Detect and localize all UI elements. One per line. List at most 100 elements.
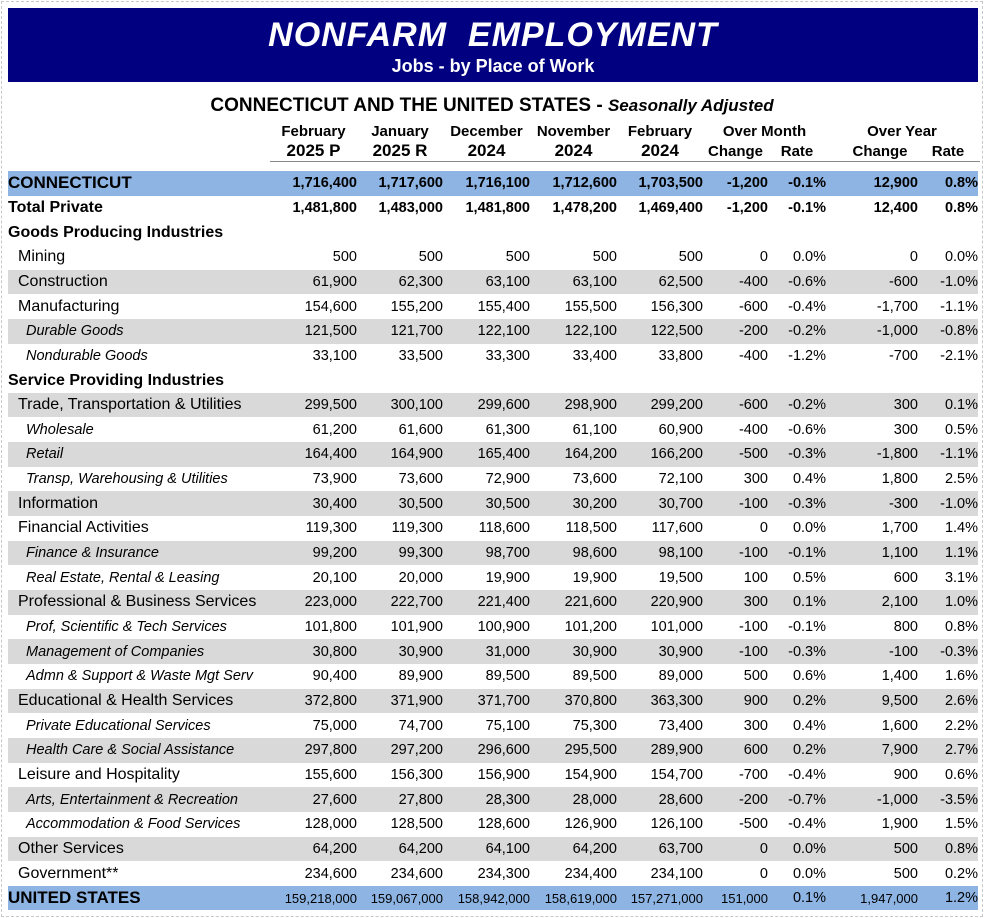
table-row: Government** 234,600 234,600 234,300 234,400… <box>8 861 978 886</box>
table-cell: 155,200 <box>390 298 443 315</box>
table-cell: 128,600 <box>477 816 530 833</box>
table-cell: -0.6% <box>788 273 826 290</box>
table-cell: -400 <box>738 347 768 364</box>
table-cell: -0.4% <box>788 766 826 783</box>
table-cell: 89,900 <box>398 668 443 685</box>
table-cell: -1,200 <box>726 199 768 216</box>
table-cell: 1,483,000 <box>378 199 443 216</box>
table-cell: 3.1% <box>944 569 978 586</box>
row-label: Mining <box>18 248 66 266</box>
table-row: Nondurable Goods 33,100 33,500 33,300 33,400… <box>8 344 978 369</box>
table-cell: 1,478,200 <box>552 199 617 216</box>
table-cell: 122,100 <box>477 323 530 340</box>
table-cell: 234,600 <box>390 865 443 882</box>
table-cell: 800 <box>893 619 918 635</box>
table-cell: 1,716,100 <box>465 175 530 192</box>
table-cell: -1.1% <box>940 446 978 463</box>
table-cell: 299,200 <box>650 397 703 414</box>
table-cell: 500 <box>592 249 617 266</box>
table-cell: 19,500 <box>658 569 703 586</box>
table-cell: -0.1% <box>788 175 826 192</box>
table-cell: 500 <box>893 865 918 882</box>
table-cell: 0.1% <box>944 397 978 414</box>
table-cell: -2.1% <box>940 347 978 364</box>
table-cell: 89,000 <box>658 668 703 685</box>
row-label: Finance & Insurance <box>26 545 159 562</box>
table-cell: 61,300 <box>485 421 530 438</box>
row-label: Educational & Health Services <box>18 691 234 709</box>
year-change-header: Change <box>852 143 908 160</box>
table-cell: 126,900 <box>564 816 617 833</box>
table-cell: 98,700 <box>485 545 530 562</box>
table-cell: 234,600 <box>304 865 357 882</box>
table-cell: 155,500 <box>564 298 617 315</box>
table-cell: 1,400 <box>881 668 918 685</box>
table-cell: -400 <box>738 273 768 290</box>
table-cell: -1.0% <box>940 273 978 290</box>
table-cell: -700 <box>888 347 918 364</box>
row-label: Arts, Entertainment & Recreation <box>26 791 238 808</box>
column-header: February 2025 P <box>270 122 357 162</box>
table-cell: 0 <box>759 840 768 857</box>
table-row: UNITED STATES 159,218,000 159,067,000 158,9… <box>8 885 978 911</box>
table-cell: 297,200 <box>390 742 443 759</box>
table-cell: 0.0% <box>792 865 826 882</box>
table-cell: 300 <box>743 717 768 734</box>
table-cell: 1,900 <box>881 816 918 833</box>
table-cell: 121,500 <box>304 323 357 340</box>
row-label: Durable Goods <box>26 323 124 340</box>
table-cell: 33,500 <box>398 347 443 364</box>
column-header: December 2024 <box>443 122 530 162</box>
table-cell: 0.8% <box>944 619 978 635</box>
table-cell: 30,500 <box>485 495 530 512</box>
table-cell: 500 <box>743 668 768 685</box>
row-label: Real Estate, Rental & Leasing <box>26 569 220 586</box>
table-cell: 2.6% <box>944 692 978 709</box>
page-title: NONFARM EMPLOYMENT <box>268 16 718 54</box>
table-cell: -0.3% <box>788 446 826 463</box>
table-cell: 0 <box>759 249 768 266</box>
table-row: Durable Goods 121,500 121,700 122,100 122,10… <box>8 318 978 344</box>
table-cell: -1,000 <box>876 791 918 808</box>
table-cell: 61,600 <box>398 421 443 438</box>
table-cell: 158,619,000 <box>544 890 617 906</box>
column-header: February 2024 <box>617 122 703 162</box>
table-cell: 62,300 <box>398 273 443 290</box>
table-cell: -100 <box>888 643 918 660</box>
table-cell: 222,700 <box>390 594 443 611</box>
table-cell: 600 <box>893 569 918 586</box>
table-cell: 30,800 <box>312 643 357 660</box>
table-cell: -600 <box>888 273 918 290</box>
table-cell: -3.5% <box>940 791 978 808</box>
table-cell: 27,600 <box>312 791 357 808</box>
table-cell: 1,481,800 <box>465 199 530 216</box>
table-cell: 0.0% <box>792 840 826 857</box>
table-cell: 33,800 <box>658 347 703 364</box>
table-cell: 74,700 <box>398 717 443 734</box>
table-cell: 1.2% <box>944 890 978 907</box>
row-label: Private Educational Services <box>26 717 211 734</box>
table-cell: -600 <box>738 298 768 315</box>
table-cell: 9,500 <box>881 692 918 709</box>
table-cell: 1.4% <box>944 520 978 537</box>
table-cell: 0.1% <box>792 890 826 907</box>
table-cell: 154,700 <box>650 766 703 783</box>
table-cell: 500 <box>418 249 443 266</box>
table-cell: 61,200 <box>312 421 357 438</box>
column-header-line1: February <box>281 123 346 140</box>
table-cell: 64,200 <box>572 840 617 857</box>
table-cell: 2.5% <box>944 471 978 488</box>
row-label: Management of Companies <box>26 643 205 660</box>
row-label: Other Services <box>18 839 124 857</box>
table-cell: 63,100 <box>485 273 530 290</box>
table-cell: -0.2% <box>788 323 826 340</box>
table-cell: -200 <box>738 323 768 340</box>
table-cell: 363,300 <box>650 692 703 709</box>
row-label: Accommodation & Food Services <box>26 816 241 833</box>
table-row: Information 30,400 30,500 30,500 30,200 30,70… <box>8 491 978 517</box>
table-cell: 0.2% <box>792 692 826 709</box>
table-row: Private Educational Services 75,000 74,700… <box>8 713 978 738</box>
table-cell: -200 <box>738 791 768 808</box>
row-label: Transp, Warehousing & Utilities <box>26 471 228 488</box>
